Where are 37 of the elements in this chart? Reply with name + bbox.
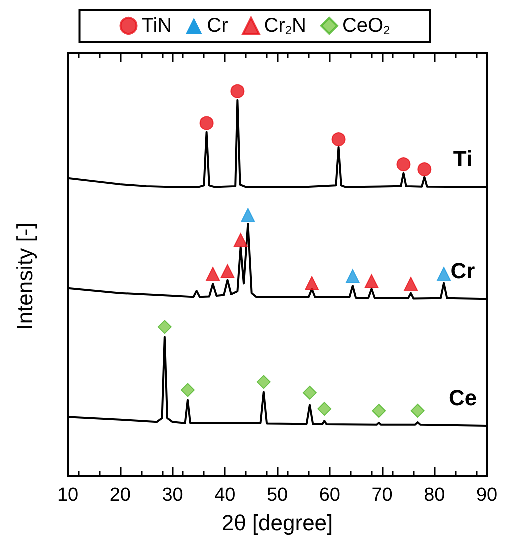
- point: [318, 402, 332, 416]
- point: [220, 264, 235, 278]
- x-tick-label: 40: [214, 485, 236, 506]
- point: [234, 233, 248, 248]
- point: [256, 375, 271, 390]
- series-label: Ce: [448, 386, 478, 411]
- y-axis-title: Intensity [-]: [12, 222, 38, 330]
- point: [305, 276, 320, 290]
- point: [241, 208, 256, 222]
- point: [364, 274, 379, 288]
- point: [180, 383, 195, 398]
- point: [346, 269, 360, 284]
- x-tick-label: 30: [162, 485, 184, 506]
- x-tick-label: 10: [57, 485, 79, 506]
- point: [372, 404, 386, 418]
- x-tick-label: 70: [372, 485, 393, 506]
- point: [158, 320, 172, 334]
- point: [200, 116, 214, 130]
- x-tick-label: 80: [424, 485, 446, 506]
- x-tick-label: 90: [476, 485, 498, 506]
- point: [206, 267, 220, 282]
- point: [332, 132, 346, 147]
- point: [404, 277, 418, 292]
- legend-label: Cr: [207, 15, 229, 37]
- series-label: Cr: [450, 258, 476, 284]
- point: [302, 386, 317, 400]
- point: [418, 162, 432, 177]
- point: [230, 84, 245, 98]
- x-tick-label: 60: [319, 485, 340, 506]
- point: [410, 404, 425, 418]
- point: [437, 267, 452, 282]
- x-axis-title: 2θ [degree]: [222, 510, 334, 536]
- x-tick-label: 20: [110, 485, 131, 506]
- legend-label: TiN: [142, 15, 172, 37]
- x-tick-label: 50: [266, 485, 288, 506]
- series-label: Ti: [453, 146, 473, 172]
- point: [396, 158, 411, 172]
